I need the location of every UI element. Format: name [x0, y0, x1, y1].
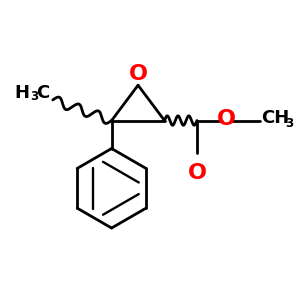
Text: 3: 3: [285, 117, 293, 130]
Text: 3: 3: [30, 90, 38, 103]
Text: CH: CH: [262, 109, 290, 127]
Text: O: O: [188, 163, 206, 183]
Text: C: C: [36, 84, 49, 102]
Text: O: O: [217, 109, 236, 129]
Text: H: H: [14, 84, 29, 102]
Text: O: O: [129, 64, 148, 84]
